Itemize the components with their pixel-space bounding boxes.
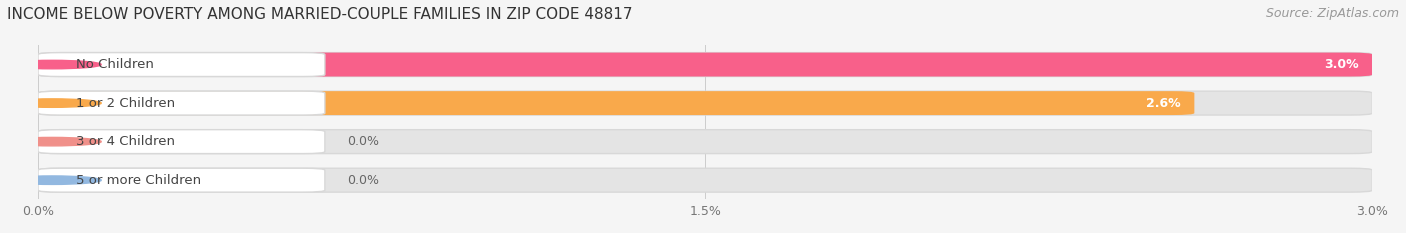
Text: Source: ZipAtlas.com: Source: ZipAtlas.com — [1265, 7, 1399, 20]
Text: 2.6%: 2.6% — [1146, 97, 1181, 110]
Circle shape — [3, 60, 101, 69]
Text: 5 or more Children: 5 or more Children — [76, 174, 201, 187]
FancyBboxPatch shape — [38, 53, 1372, 76]
Text: 1 or 2 Children: 1 or 2 Children — [76, 97, 174, 110]
Text: 3 or 4 Children: 3 or 4 Children — [76, 135, 174, 148]
FancyBboxPatch shape — [38, 91, 1194, 115]
FancyBboxPatch shape — [38, 168, 1372, 192]
FancyBboxPatch shape — [38, 53, 325, 76]
FancyBboxPatch shape — [38, 130, 1372, 154]
FancyBboxPatch shape — [38, 53, 1372, 76]
Text: INCOME BELOW POVERTY AMONG MARRIED-COUPLE FAMILIES IN ZIP CODE 48817: INCOME BELOW POVERTY AMONG MARRIED-COUPL… — [7, 7, 633, 22]
Text: No Children: No Children — [76, 58, 153, 71]
Circle shape — [3, 176, 101, 184]
FancyBboxPatch shape — [38, 168, 325, 192]
Text: 3.0%: 3.0% — [1324, 58, 1360, 71]
Text: 0.0%: 0.0% — [347, 135, 380, 148]
Circle shape — [3, 137, 101, 146]
Text: 0.0%: 0.0% — [347, 174, 380, 187]
Circle shape — [3, 99, 101, 107]
FancyBboxPatch shape — [38, 130, 325, 154]
FancyBboxPatch shape — [38, 91, 325, 115]
FancyBboxPatch shape — [38, 91, 1372, 115]
